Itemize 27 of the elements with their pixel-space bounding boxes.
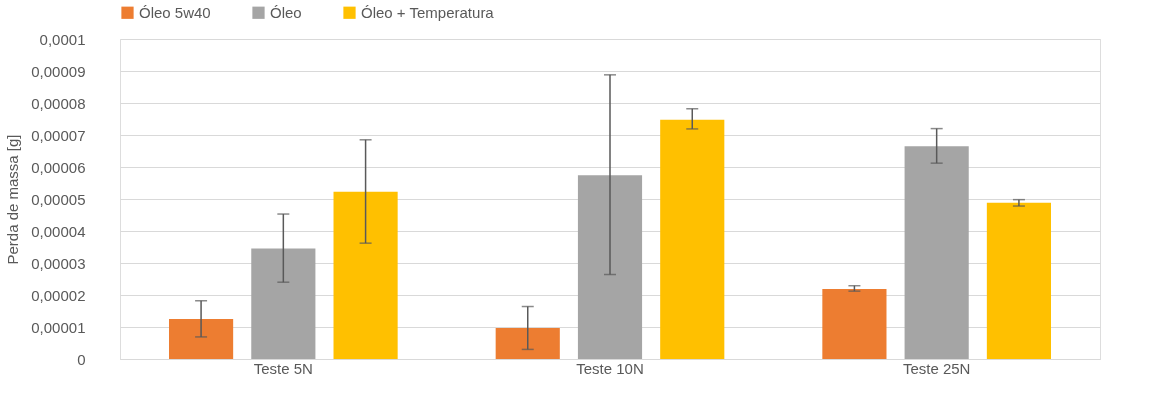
y-tick-label: 0,00003 [31, 254, 86, 272]
y-tick-label: 0,00008 [31, 94, 86, 112]
bar [986, 202, 1051, 359]
bar [251, 248, 316, 359]
bar [660, 119, 725, 359]
y-tick-label: 0,0001 [39, 30, 86, 48]
x-tick-label: Teste 10N [576, 359, 644, 377]
y-tick-label: 0,00006 [31, 158, 86, 176]
legend-label: Óleo [270, 3, 302, 21]
y-tick-label: 0,00001 [31, 318, 86, 336]
y-tick-label: 0,00009 [31, 62, 86, 80]
y-tick-label: 0,00005 [31, 190, 86, 208]
x-tick-label: Teste 5N [253, 359, 313, 377]
y-tick-label: 0 [77, 350, 86, 368]
bar [904, 146, 969, 359]
bar [169, 319, 234, 359]
bar [495, 327, 560, 359]
bar [577, 175, 643, 359]
y-tick-label: 0,00007 [31, 126, 86, 144]
legend-label: Óleo + Temperatura [361, 3, 495, 21]
x-tick-label: Teste 25N [902, 359, 971, 377]
legend-label: Óleo 5w40 [139, 3, 211, 21]
bar [333, 191, 398, 359]
y-tick-label: 0,00002 [31, 286, 86, 304]
bar [822, 288, 887, 359]
y-axis-title: Perda de massa [g] [4, 134, 22, 265]
y-tick-label: 0,00004 [31, 222, 86, 240]
